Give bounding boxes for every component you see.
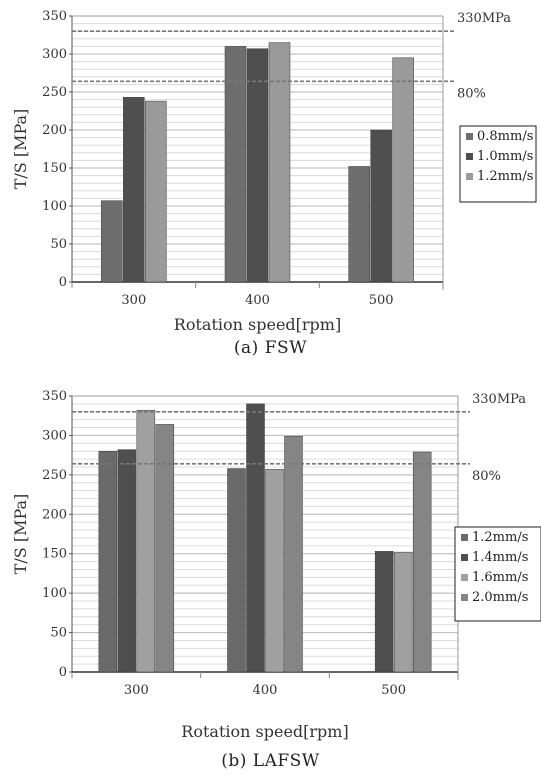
bar: [246, 403, 265, 673]
legend-box: [454, 526, 541, 622]
y-axis-title: T/S [MPa]: [11, 109, 30, 190]
bar: [224, 46, 247, 283]
legend-entry: 1.4mm/s: [472, 550, 528, 565]
legend-swatch: [461, 554, 468, 561]
x-tick-label: 500: [369, 293, 394, 308]
y-tick-label: 0: [59, 665, 67, 680]
bar: [155, 424, 175, 673]
y-tick-label: 350: [42, 389, 67, 404]
legend-entry: 1.2mm/s: [472, 530, 528, 545]
legend-swatch: [461, 574, 468, 581]
legend-entry: 2.0mm/s: [472, 590, 528, 605]
bar: [117, 449, 137, 673]
x-tick-label: 400: [253, 683, 278, 698]
y-tick-label: 50: [50, 237, 67, 252]
reference-line-label: 330MPa: [457, 11, 511, 26]
reference-line-label: 80%: [457, 86, 486, 101]
legend-entry: 0.8mm/s: [477, 129, 533, 144]
reference-line-label: 80%: [472, 469, 501, 484]
bar: [136, 409, 156, 673]
y-tick-label: 300: [42, 47, 67, 62]
y-tick-label: 250: [42, 468, 67, 483]
bar: [393, 551, 413, 673]
bar: [284, 435, 303, 673]
x-axis-title: Rotation speed[rpm]: [181, 722, 348, 741]
y-tick-label: 50: [50, 626, 67, 641]
y-tick-label: 150: [42, 161, 67, 176]
y-tick-label: 200: [42, 123, 67, 138]
chart-fsw-svg: 0 50 100 150 200 250 300 350 300 400 500 330MPa 80% T…: [11, 9, 537, 334]
bar: [370, 129, 392, 283]
bar: [392, 57, 414, 283]
bar: [412, 451, 432, 673]
bar: [123, 97, 145, 283]
x-tick-label: 300: [121, 293, 146, 308]
legend-swatch: [466, 153, 473, 160]
bar: [348, 166, 370, 283]
y-tick-label: 300: [42, 428, 67, 443]
chart-lafsw: 0 50 100 150 200 250 300 350 300 400 500 330MPa 80% T…: [0, 389, 541, 778]
bar: [265, 469, 284, 673]
y-tick-label: 250: [42, 85, 67, 100]
y-tick-label: 150: [42, 547, 67, 562]
bar: [101, 200, 123, 283]
y-axis-title: T/S [MPa]: [11, 494, 30, 575]
x-tick-label: 300: [124, 683, 149, 698]
bar: [246, 48, 269, 283]
legend-entry: 1.6mm/s: [472, 570, 528, 585]
chart-fsw: 0 50 100 150 200 250 300 350 300 400 500 330MPa 80% T…: [11, 9, 537, 358]
y-tick-label: 100: [42, 199, 67, 214]
legend-entry: 1.0mm/s: [477, 149, 533, 164]
legend-swatch: [466, 173, 473, 180]
y-tick-label: 200: [42, 507, 67, 522]
y-tick-label: 100: [42, 586, 67, 601]
legend-entry: 1.2mm/s: [477, 169, 533, 184]
y-tick-label: 0: [59, 275, 67, 290]
legend-swatch: [466, 133, 473, 140]
chart-lafsw-svg: 0 50 100 150 200 250 300 350 300 400 500 330MPa 80% T…: [11, 389, 541, 741]
x-tick-label: 500: [381, 683, 406, 698]
x-tick-label: 400: [245, 293, 270, 308]
bar: [374, 551, 394, 673]
bar: [227, 468, 246, 673]
y-tick-label: 350: [42, 9, 67, 24]
x-axis-title: Rotation speed[rpm]: [174, 315, 341, 334]
bar: [145, 100, 167, 283]
reference-line-label: 330MPa: [472, 392, 526, 407]
bar: [98, 450, 118, 673]
legend-swatch: [461, 534, 468, 541]
bar: [268, 42, 291, 283]
caption-fsw: (a) FSW: [233, 338, 308, 358]
caption-lafsw: (b) LAFSW: [221, 751, 320, 771]
legend-swatch: [461, 594, 468, 601]
